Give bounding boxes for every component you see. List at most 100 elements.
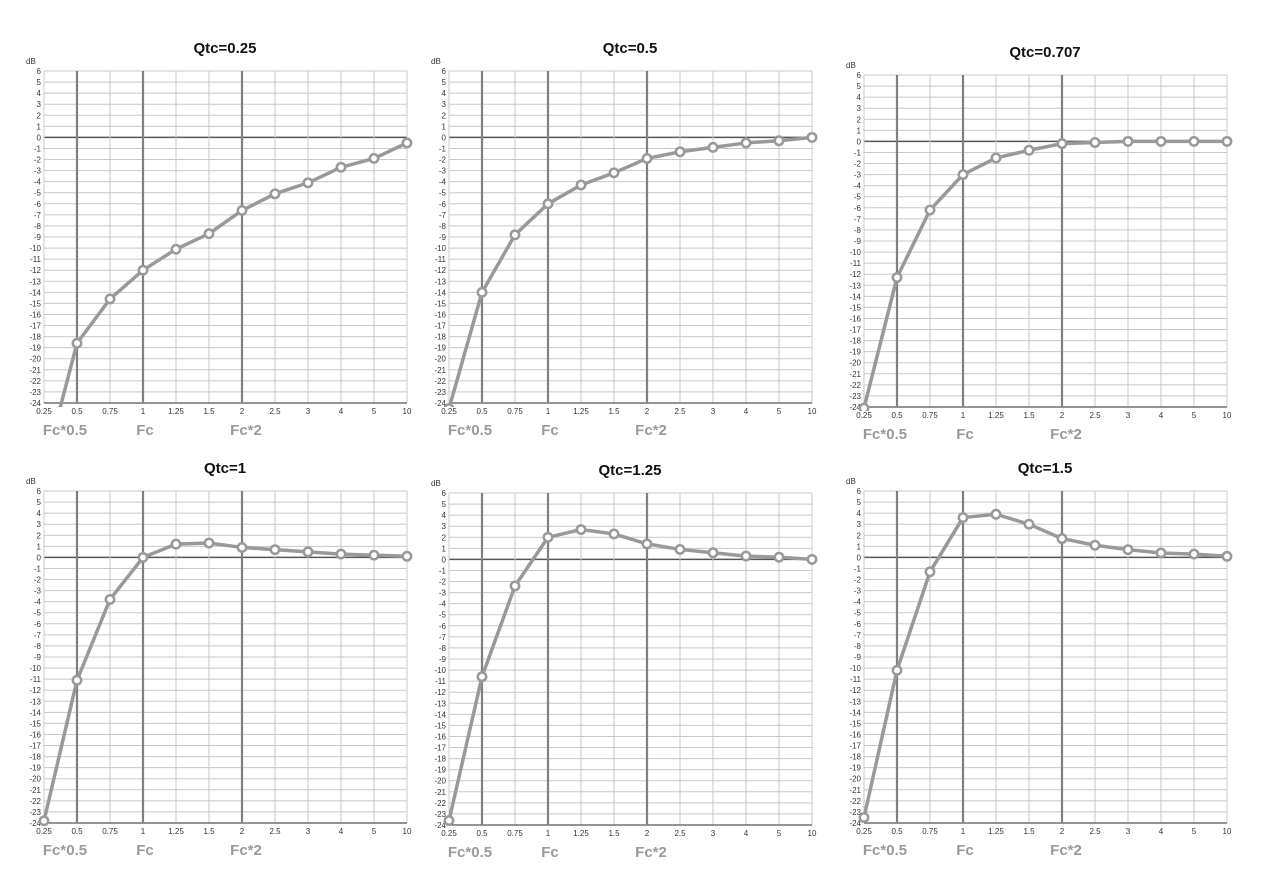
- fc-marker-label: Fc*0.5: [448, 422, 492, 439]
- data-point: [542, 531, 554, 543]
- x-tick-label: 2: [240, 827, 245, 836]
- data-point: [302, 177, 314, 189]
- x-tick-label: 10: [808, 407, 817, 416]
- y-tick-label: 2: [37, 531, 42, 540]
- x-tick-label: 0.75: [507, 407, 523, 416]
- y-tick-label: -13: [434, 699, 446, 708]
- data-point: [236, 541, 248, 553]
- y-tick-label: -6: [439, 622, 447, 631]
- fc-marker-label: Fc: [956, 426, 974, 443]
- y-tick-label: -9: [854, 653, 862, 662]
- y-tick-label: -19: [849, 764, 861, 773]
- y-tick-label: 5: [442, 78, 447, 87]
- y-tick-label: -8: [439, 222, 447, 231]
- y-tick-label: -14: [29, 708, 41, 717]
- y-tick-label: -18: [434, 333, 446, 342]
- y-tick-label: 5: [442, 500, 447, 509]
- y-tick-label: -22: [849, 381, 861, 390]
- y-tick-label: -4: [34, 178, 42, 187]
- y-tick-label: 3: [37, 520, 42, 529]
- chart-panel: Qtc=1.5 dB -24 -23 -22 -21 -20 -19 -18 -17 -16 -15-…: [840, 460, 1250, 880]
- y-tick-label: 0: [37, 133, 42, 142]
- data-point: [1122, 544, 1134, 556]
- y-tick-label: -16: [29, 310, 41, 319]
- data-point: [269, 188, 281, 200]
- data-point: [990, 508, 1002, 520]
- y-tick-label: 0: [37, 553, 42, 562]
- y-tick-label: -17: [434, 322, 446, 331]
- y-tick-label: -24: [29, 399, 41, 408]
- data-point: [641, 152, 653, 164]
- x-tick-label: 2.5: [674, 407, 686, 416]
- series: [443, 131, 818, 407]
- x-tick-label: 5: [1192, 827, 1197, 836]
- y-tick-label: -22: [434, 799, 446, 808]
- data-point: [990, 152, 1002, 164]
- x-tick-label: 4: [744, 829, 749, 838]
- data-point: [674, 543, 686, 555]
- x-tick-label: 3: [1126, 411, 1131, 420]
- y-tick-label: 3: [442, 100, 447, 109]
- x-tick-label: 1.5: [1023, 827, 1035, 836]
- x-tick-label: 4: [744, 407, 749, 416]
- x-tick-label: 0.75: [102, 407, 118, 416]
- x-tick-label: 3: [711, 407, 716, 416]
- y-tick-label: -7: [439, 211, 447, 220]
- y-tick-label: 0: [857, 553, 862, 562]
- y-tick-label: -1: [854, 564, 862, 573]
- data-point: [1122, 135, 1134, 147]
- x-tick-label: 1.25: [573, 407, 589, 416]
- x-tick-label: 2.5: [1089, 411, 1101, 420]
- chart-svg: dB-24-23-22-21-20-19-18-17-16-15-14-13-1…: [846, 477, 1233, 859]
- y-tick-label: -6: [854, 204, 862, 213]
- y-tick-label: -24: [849, 403, 861, 412]
- y-tick-label: -18: [434, 755, 446, 764]
- x-tick-label: 0.5: [476, 829, 488, 838]
- x-tick-label: 2: [1060, 827, 1065, 836]
- x-tick-label: 10: [403, 827, 412, 836]
- x-tick-label: 0.25: [856, 827, 872, 836]
- data-point: [236, 204, 248, 216]
- data-point: [335, 548, 347, 560]
- y-axis-label: dB: [26, 57, 36, 66]
- data-point: [170, 243, 182, 255]
- y-tick-label: -11: [850, 675, 862, 684]
- x-tick-label: 1: [141, 827, 146, 836]
- data-point: [924, 566, 936, 578]
- x-tick-label: 1: [141, 407, 146, 416]
- y-tick-label: -17: [849, 326, 861, 335]
- data-point: [806, 553, 818, 565]
- y-tick-label: -12: [434, 266, 446, 275]
- y-tick-label: -5: [439, 189, 447, 198]
- y-tick-label: 6: [37, 67, 42, 76]
- y-tick-label: -9: [854, 237, 862, 246]
- y-tick-label: -2: [854, 576, 862, 585]
- y-tick-label: -24: [849, 819, 861, 828]
- x-tick-label: 10: [1223, 411, 1232, 420]
- x-tick-label: 0.5: [476, 407, 488, 416]
- x-tick-label: 1: [546, 407, 551, 416]
- x-tick-label: 1.25: [988, 411, 1004, 420]
- data-point: [674, 146, 686, 158]
- series-line: [42, 541, 408, 822]
- chart-panel: Qtc=0.707 dB -24 -23 -22 -21 -20 -19 -18 -17 -16 -1…: [840, 44, 1250, 464]
- y-tick-label: -18: [29, 333, 41, 342]
- data-point: [957, 169, 969, 181]
- y-tick-label: 1: [442, 122, 447, 131]
- y-tick-label: -20: [849, 359, 861, 368]
- chart-panel: Qtc=0.5 dB -24 -23 -22 -21 -20 -19 -18 -17 -16 -15-…: [425, 40, 835, 460]
- chart-title: Qtc=1.25: [598, 462, 662, 479]
- x-tick-label: 1: [961, 411, 966, 420]
- y-tick-label: -4: [854, 598, 862, 607]
- data-point: [368, 549, 380, 561]
- data-point: [476, 671, 488, 683]
- y-tick-label: -14: [434, 288, 446, 297]
- y-tick-label: -22: [29, 377, 41, 386]
- y-tick-label: -5: [439, 611, 447, 620]
- y-tick-label: 0: [857, 137, 862, 146]
- y-tick-label: -3: [854, 587, 862, 596]
- data-point: [641, 538, 653, 550]
- y-tick-label: -19: [434, 344, 446, 353]
- y-tick-label: -21: [29, 786, 41, 795]
- y-tick-label: -3: [34, 167, 42, 176]
